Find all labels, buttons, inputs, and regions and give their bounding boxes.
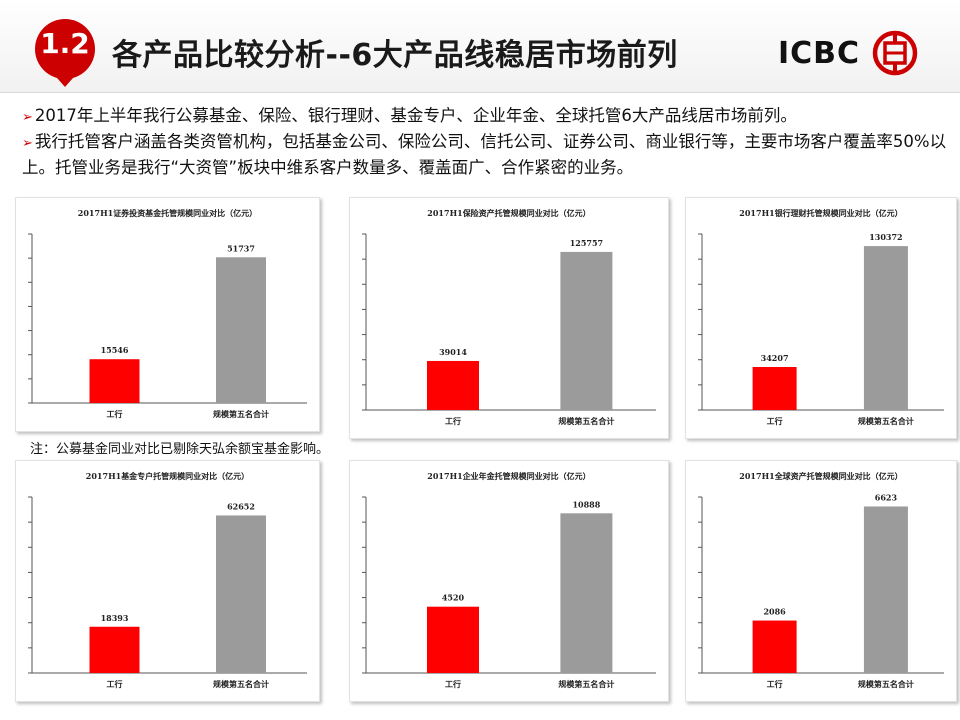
category-label: 工行 (767, 416, 783, 426)
category-label: 规模第五名合计 (213, 679, 269, 689)
bar-top5-total (863, 246, 908, 410)
data-label: 39014 (439, 347, 467, 357)
category-label: 规模第五名合计 (558, 416, 614, 426)
category-label: 工行 (445, 679, 461, 689)
chart-svg: 2017H1基金专户托管规模同业对比（亿元） 18393 工行 62652 规模第五名合… (28, 471, 307, 689)
category-label: 规模第五名合计 (213, 409, 269, 419)
chart-panel-2: 2017H1保险资产托管规模同业对比（亿元） 39014 工行 125757 规模第五名… (349, 197, 669, 439)
chart-title: 2017H1银行理财托管规模同业对比（亿元） (739, 208, 902, 218)
bar-top5-total (863, 506, 908, 673)
data-label: 51737 (227, 243, 255, 253)
data-label: 62652 (227, 501, 255, 511)
chart-title: 2017H1企业年金托管规模同业对比（亿元） (427, 471, 590, 481)
footnote: 注：公募基金同业对比已剔除天弘余额宝基金影响。 (30, 442, 330, 457)
header-bar: 1.2 各产品比较分析--6大产品线稳居市场前列 ICBC (0, 0, 960, 93)
data-label: 125757 (570, 238, 603, 248)
brand-logo-text: ICBC (778, 36, 861, 71)
data-label: 2086 (763, 607, 786, 617)
chart-title: 2017H1基金专户托管规模同业对比（亿元） (86, 471, 249, 481)
bar-top5-total (216, 515, 266, 673)
intro-line-1-text: 2017年上半年我行公募基金、保险、银行理财、基金专户、企业年金、全球托管6大产… (34, 106, 797, 125)
intro-line-2-text: 我行托管客户涵盖各类资管机构，包括基金公司、保险公司、信托公司、证券公司、商业银… (22, 132, 947, 177)
bar-icbc (427, 606, 479, 673)
chart-panel-1: 2017H1证券投资基金托管规模同业对比（亿元） 15546 工行 51737 规模第五… (15, 197, 320, 432)
data-label: 4520 (442, 593, 465, 603)
chart-svg: 2017H1银行理财托管规模同业对比（亿元） 34207 工行 130372 规模第五名… (698, 208, 944, 426)
category-label: 工行 (107, 679, 123, 689)
category-label: 工行 (107, 409, 123, 419)
section-badge-pin-icon (35, 19, 95, 87)
data-label: 34207 (761, 353, 789, 363)
data-label: 6623 (875, 492, 898, 502)
bullet-arrow-icon: ➢ (22, 110, 33, 125)
chart-title: 2017H1证券投资基金托管规模同业对比（亿元） (78, 208, 257, 218)
intro-line-1: ➢ 2017年上半年我行公募基金、保险、银行理财、基金专户、企业年金、全球托管6大… (22, 104, 952, 130)
bar-top5-total (216, 257, 266, 403)
chart-svg: 2017H1证券投资基金托管规模同业对比（亿元） 15546 工行 51737 规模第五… (28, 208, 307, 419)
category-label: 工行 (767, 679, 783, 689)
data-label: 130372 (869, 232, 902, 242)
bar-icbc (752, 366, 797, 410)
category-label: 规模第五名合计 (858, 679, 914, 689)
chart-panel-4: 2017H1基金专户托管规模同业对比（亿元） 18393 工行 62652 规模第五名合… (15, 460, 320, 702)
page-title: 各产品比较分析--6大产品线稳居市场前列 (112, 38, 678, 73)
category-label: 规模第五名合计 (558, 679, 614, 689)
bar-top5-total (560, 513, 613, 673)
chart-svg: 2017H1保险资产托管规模同业对比（亿元） 39014 工行 125757 规模第五名… (362, 208, 656, 426)
category-label: 规模第五名合计 (858, 416, 914, 426)
icbc-logo-icon (872, 30, 918, 76)
chart-panel-5: 2017H1企业年金托管规模同业对比（亿元） 4520 工行 10888 规模第五名合计 (349, 460, 669, 702)
bullet-arrow-icon: ➢ (22, 136, 33, 151)
data-label: 15546 (101, 345, 129, 355)
category-label: 工行 (445, 416, 461, 426)
chart-svg: 2017H1全球资产托管规模同业对比（亿元） 2086 工行 6623 规模第五名合计 (698, 471, 944, 689)
chart-title: 2017H1保险资产托管规模同业对比（亿元） (427, 208, 590, 218)
chart-svg: 2017H1企业年金托管规模同业对比（亿元） 4520 工行 10888 规模第五名合计 (362, 471, 656, 689)
intro-text: ➢ 2017年上半年我行公募基金、保险、银行理财、基金专户、企业年金、全球托管6大… (22, 104, 952, 180)
bar-icbc (89, 626, 140, 673)
chart-panel-6: 2017H1全球资产托管规模同业对比（亿元） 2086 工行 6623 规模第五名合计 (685, 460, 957, 702)
data-label: 18393 (101, 613, 129, 623)
bar-icbc (89, 359, 140, 403)
bar-icbc (752, 620, 797, 673)
intro-line-2: ➢ 我行托管客户涵盖各类资管机构，包括基金公司、保险公司、信托公司、证券公司、商业… (22, 130, 952, 180)
chart-title: 2017H1全球资产托管规模同业对比（亿元） (739, 471, 902, 481)
data-label: 10888 (572, 499, 600, 509)
bar-top5-total (560, 251, 613, 410)
chart-panel-3: 2017H1银行理财托管规模同业对比（亿元） 34207 工行 130372 规模第五名… (685, 197, 957, 439)
bar-icbc (427, 360, 479, 410)
section-number: 1.2 (40, 27, 90, 60)
